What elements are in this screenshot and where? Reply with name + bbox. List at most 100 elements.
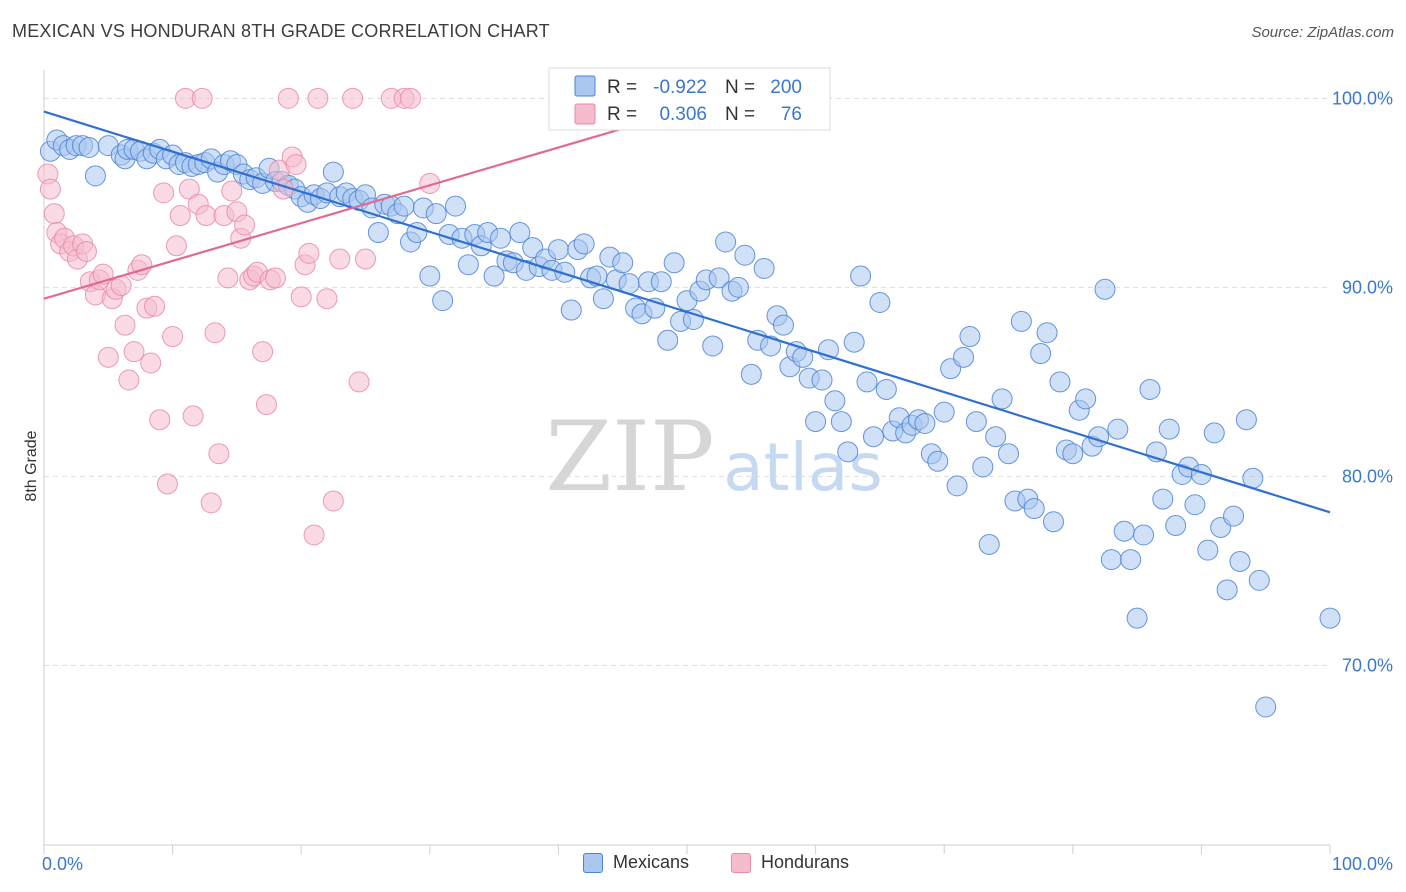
- mexicans-point: [1107, 418, 1129, 440]
- x-tick-label: 0.0%: [42, 854, 83, 874]
- hondurans-point: [149, 409, 171, 431]
- mexicans-point: [1049, 371, 1071, 393]
- mexicans-point: [856, 371, 878, 393]
- hondurans-point: [400, 87, 422, 109]
- mexicans-point: [592, 288, 614, 310]
- mexicans-point: [1133, 524, 1155, 546]
- mexicans-point: [1197, 539, 1219, 561]
- mexicans-point: [612, 252, 634, 274]
- legend-n-label-2: N =: [725, 104, 755, 125]
- mexicans-point: [702, 335, 724, 357]
- legend-n-value-hondurans: 76: [781, 104, 802, 125]
- mexicans-point: [1113, 520, 1135, 542]
- hondurans-point: [307, 87, 329, 109]
- hondurans-point: [204, 322, 226, 344]
- watermark: ZIP atlas: [545, 401, 882, 513]
- mexicans-point: [322, 161, 344, 183]
- mexicans-point: [772, 314, 794, 336]
- hondurans-point: [140, 352, 162, 374]
- hondurans-point: [114, 314, 136, 336]
- legend-r-value-mexicans: -0.922: [653, 77, 707, 98]
- hondurans-point: [217, 267, 239, 289]
- mexicans-point: [457, 254, 479, 276]
- hondurans-point: [75, 240, 97, 262]
- mexicans-point: [1100, 549, 1122, 571]
- y-tick-label: 80.0%: [1342, 466, 1393, 486]
- mexicans-point: [1139, 378, 1161, 400]
- hondurans-point: [355, 248, 376, 270]
- mexicans-point: [1062, 443, 1084, 465]
- hondurans-point: [234, 214, 256, 236]
- hondurans-point: [191, 87, 213, 109]
- mexicans-point: [657, 329, 679, 351]
- mexicans-point: [1203, 422, 1225, 444]
- mexicans-trend-line: [43, 110, 1331, 514]
- mexicans-point: [843, 331, 865, 353]
- stats-legend-box: [548, 67, 831, 131]
- mexicans-point: [991, 388, 1013, 410]
- legend-item-mexicans[interactable]: Mexicans: [583, 852, 689, 873]
- mexicans-point: [850, 265, 872, 287]
- legend-swatch-hondurans: [574, 103, 596, 125]
- hondurans-point: [277, 87, 299, 109]
- mexicans-point: [753, 257, 775, 279]
- hondurans-point: [221, 180, 243, 202]
- mexicans-point: [1023, 498, 1045, 520]
- hondurans-point: [182, 405, 204, 427]
- hondurans-point: [322, 490, 344, 512]
- hondurans-point: [264, 267, 286, 289]
- mexicans-point: [914, 412, 936, 434]
- hondurans-point: [285, 154, 307, 176]
- hondurans-point: [298, 242, 320, 264]
- mexicans-point: [483, 265, 505, 287]
- mexicans-point: [1152, 488, 1174, 510]
- mexicans-point: [406, 222, 428, 244]
- mexicans-point: [1036, 322, 1058, 344]
- mexicans-point: [952, 346, 974, 368]
- hondurans-point: [303, 524, 325, 546]
- mexicans-point: [933, 401, 955, 423]
- tick-labels: 70.0% 80.0% 90.0% 100.0% 0.0% 100.0%: [42, 88, 1393, 874]
- data-points: [37, 87, 1341, 718]
- y-axis-title: 8th Grade: [23, 430, 40, 501]
- x-tick-label: 100.0%: [1332, 854, 1393, 874]
- stats-legend: R = -0.922 N = 200 R = 0.306 N = 76: [548, 67, 831, 131]
- axes: [43, 70, 1331, 854]
- watermark-zip: ZIP: [545, 401, 714, 513]
- mexicans-point: [1120, 549, 1142, 571]
- mexicans-point: [1184, 494, 1206, 516]
- mexicans-point: [965, 411, 987, 433]
- hondurans-point: [342, 87, 364, 109]
- legend-n-value-mexicans: 200: [770, 77, 802, 98]
- legend-r-value-hondurans: 0.306: [659, 104, 707, 125]
- hondurans-point: [97, 346, 119, 368]
- hondurans-point: [252, 341, 274, 363]
- hondurans-point: [162, 326, 184, 348]
- legend-r-label-1: R =: [607, 77, 637, 98]
- mexicans-point: [1158, 418, 1180, 440]
- legend-mexicans-label: Mexicans: [613, 852, 690, 872]
- mexicans-point: [985, 426, 1007, 448]
- mexicans-point: [425, 203, 447, 225]
- mexicans-point: [650, 271, 672, 293]
- mexicans-point: [1043, 511, 1065, 533]
- mexicans-point: [927, 450, 949, 472]
- legend-swatch-mexicans: [574, 75, 596, 97]
- hondurans-point: [200, 492, 222, 514]
- mexicans-point: [972, 456, 994, 478]
- mexicans-point: [862, 426, 884, 448]
- hondurans-point: [123, 341, 145, 363]
- mexicans-point: [1319, 607, 1341, 629]
- legend-r-label-2: R =: [607, 104, 637, 125]
- hondurans-point: [195, 205, 217, 227]
- chart-title: MEXICAN VS HONDURAN 8TH GRADE CORRELATIO…: [12, 21, 550, 41]
- hondurans-point: [144, 295, 166, 317]
- mexicans-point: [1165, 515, 1187, 537]
- legend-item-hondurans[interactable]: Hondurans: [731, 852, 849, 873]
- mexicans-point: [837, 441, 859, 463]
- mexicans-point: [509, 222, 531, 244]
- mexicans-point: [959, 326, 981, 348]
- mexicans-point: [1216, 579, 1238, 601]
- hondurans-point: [329, 248, 351, 270]
- mexicans-point: [946, 475, 968, 497]
